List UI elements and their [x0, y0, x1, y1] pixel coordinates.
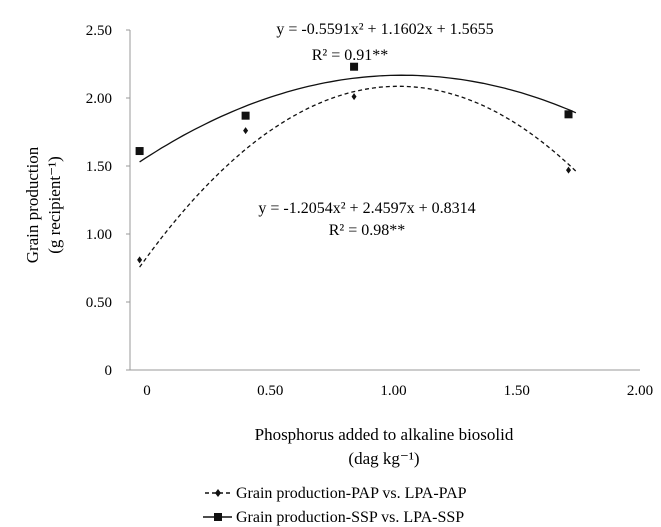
y-axis-title: Grain production	[23, 146, 42, 263]
legend: Grain production-PAP vs. LPA-PAP Grain p…	[203, 485, 467, 526]
point-ssp	[135, 147, 144, 156]
y-tick-label: 2.50	[86, 23, 112, 39]
fit-curve-ssp	[139, 74, 577, 163]
point-pap	[566, 166, 572, 174]
fit-curve-pap	[139, 85, 577, 268]
y-tick-label: 1.00	[86, 227, 112, 243]
y-tick-labels: 0 0.50 1.00 1.50 2.00 2.50	[86, 23, 130, 379]
pap-equation: y = -1.2054x² + 2.4597x + 0.8314	[258, 200, 475, 217]
x-tick-label: 1.50	[504, 383, 530, 399]
pap-r2: R² = 0.98**	[329, 222, 406, 239]
x-tick-label: 1.00	[380, 383, 406, 399]
y-tick-label: 0.50	[86, 295, 112, 311]
x-tick-label: 2.00	[627, 383, 653, 399]
x-axis-title: Phosphorus added to alkaline biosolid	[255, 425, 514, 444]
y-tick-label: 0	[105, 363, 113, 379]
x-tick-labels: 0 0.50 1.00 1.50 2.00	[143, 383, 653, 399]
legend-ssp-label: Grain production-SSP vs. LPA-SSP	[236, 509, 464, 526]
point-ssp	[241, 111, 250, 120]
legend-pap-label: Grain production-PAP vs. LPA-PAP	[236, 485, 467, 502]
x-tick-label: 0	[143, 383, 151, 399]
x-axis-unit: (dag kg⁻¹)	[348, 449, 419, 468]
ssp-r2: R² = 0.91**	[312, 47, 389, 64]
legend-pap-marker	[215, 489, 221, 497]
y-axis-unit: (g recipient⁻¹)	[45, 156, 64, 254]
data-points	[135, 62, 573, 264]
point-ssp	[350, 62, 359, 71]
point-pap	[351, 93, 357, 101]
y-tick-label: 1.50	[86, 159, 112, 175]
fit-curves	[139, 74, 577, 268]
ssp-equation: y = -0.5591x² + 1.1602x + 1.5655	[276, 21, 493, 38]
legend-ssp-marker	[214, 513, 222, 521]
point-pap	[137, 256, 143, 264]
x-tick-label: 0.50	[257, 383, 283, 399]
y-tick-label: 2.00	[86, 91, 112, 107]
legend-item-pap: Grain production-PAP vs. LPA-PAP	[205, 485, 467, 502]
point-ssp	[564, 110, 573, 119]
point-pap	[243, 127, 249, 135]
legend-item-ssp: Grain production-SSP vs. LPA-SSP	[203, 509, 464, 526]
